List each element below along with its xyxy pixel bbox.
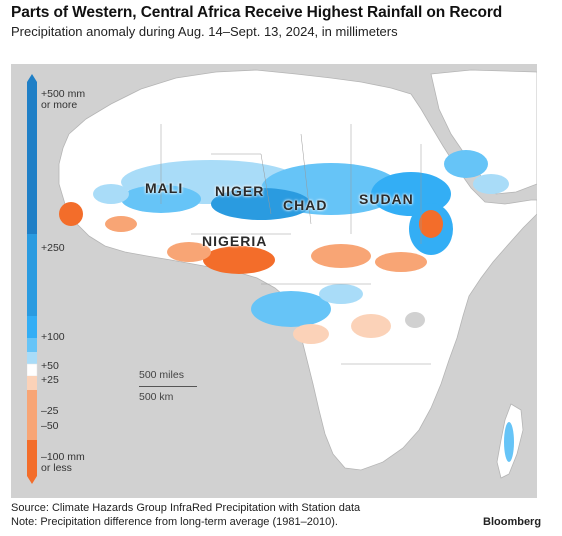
label-chad: CHAD bbox=[283, 197, 328, 213]
legend-label-bottom-2: or less bbox=[41, 462, 72, 474]
label-nigeria: NIGERIA bbox=[202, 233, 268, 249]
legend-seg-m25 bbox=[27, 376, 37, 390]
legend-label-m25: –25 bbox=[41, 405, 59, 417]
legend-label-m50: –50 bbox=[41, 420, 59, 432]
legend-seg-p100 bbox=[27, 316, 37, 338]
page-subtitle: Precipitation anomaly during Aug. 14–Sep… bbox=[11, 24, 398, 39]
scale-km: 500 km bbox=[139, 391, 174, 403]
legend-label-p100: +100 bbox=[41, 331, 65, 343]
footnote: Note: Precipitation difference from long… bbox=[11, 516, 338, 528]
lake-victoria bbox=[405, 312, 425, 328]
legend: +500 mm or more +250 +100 +50 +25 –25 –5… bbox=[27, 74, 107, 484]
label-niger: NIGER bbox=[215, 183, 265, 199]
legend-seg-m100 bbox=[27, 440, 37, 476]
legend-label-p25: +25 bbox=[41, 374, 59, 386]
label-mali: MALI bbox=[145, 180, 184, 196]
legend-seg-p25 bbox=[27, 352, 37, 364]
legend-label-p250: +250 bbox=[41, 242, 65, 254]
legend-seg-p250 bbox=[27, 234, 37, 316]
legend-label-p50: +50 bbox=[41, 360, 59, 372]
precipitation-map: MALI NIGER CHAD SUDAN NIGERIA +500 mm or… bbox=[11, 64, 537, 498]
map-graphic bbox=[58, 69, 537, 479]
bloomberg-logo: Bloomberg bbox=[483, 516, 542, 528]
arabia-landmass bbox=[430, 69, 537, 195]
legend-seg-zero bbox=[27, 363, 38, 377]
scale-bar bbox=[139, 386, 197, 387]
legend-label-top-2: or more bbox=[41, 99, 78, 111]
legend-seg-p50 bbox=[27, 338, 37, 352]
legend-seg-m50 bbox=[27, 390, 37, 440]
scale-miles: 500 miles bbox=[139, 369, 184, 381]
legend-seg-p500 bbox=[27, 82, 37, 234]
legend-label-bottom-1: –100 mm bbox=[41, 451, 85, 463]
page-title: Parts of Western, Central Africa Receive… bbox=[11, 4, 503, 21]
legend-colorbar bbox=[27, 74, 38, 484]
country-borders bbox=[160, 124, 431, 365]
source-note: Source: Climate Hazards Group InfraRed P… bbox=[11, 502, 361, 514]
legend-bottom-arrow bbox=[27, 476, 37, 484]
label-sudan: SUDAN bbox=[359, 191, 414, 207]
negative-anomaly-patches bbox=[59, 202, 443, 344]
legend-label-top-1: +500 mm bbox=[41, 88, 86, 100]
legend-top-arrow bbox=[27, 74, 37, 82]
